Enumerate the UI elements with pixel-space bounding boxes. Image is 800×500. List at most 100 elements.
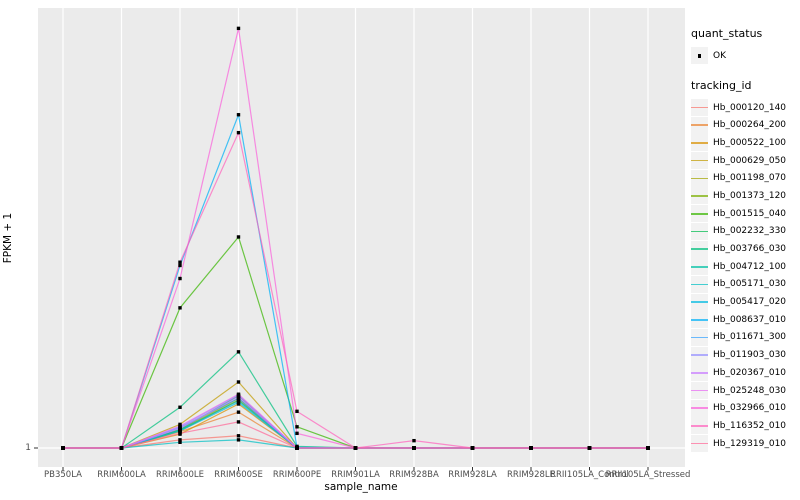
data-point bbox=[178, 429, 182, 433]
data-point bbox=[412, 446, 416, 450]
data-point bbox=[178, 276, 182, 281]
data-point bbox=[295, 446, 299, 450]
legend-item-label: Hb_011903_030 bbox=[713, 350, 787, 361]
data-point bbox=[236, 130, 241, 135]
legend-item-label: Hb_032966_010 bbox=[713, 403, 787, 414]
data-point bbox=[236, 410, 241, 414]
x-axis-tick-label: RRIM928LA bbox=[448, 470, 497, 480]
legend-item-label: Hb_008637_010 bbox=[713, 314, 787, 325]
legend-item-Hb_011671_300: Hb_011671_300 bbox=[691, 328, 799, 347]
legend-key-box bbox=[691, 275, 708, 293]
legend-line-swatch-icon bbox=[691, 336, 708, 339]
legend-item-label: Hb_020367_010 bbox=[713, 367, 787, 378]
point-marker-icon bbox=[697, 53, 702, 58]
data-point bbox=[236, 26, 241, 31]
legend-line-swatch-icon bbox=[691, 142, 708, 144]
legend-key-box bbox=[691, 258, 708, 276]
legend-item-label: Hb_005171_030 bbox=[713, 279, 787, 290]
data-point bbox=[119, 446, 124, 450]
data-point bbox=[236, 235, 241, 239]
data-point bbox=[295, 409, 299, 414]
legend-item-Hb_000522_100: Hb_000522_100 bbox=[691, 134, 799, 152]
legend-key-box bbox=[691, 346, 708, 364]
legend-item-label: Hb_002232_330 bbox=[713, 226, 787, 237]
legend-key-box bbox=[691, 399, 708, 417]
legend-item-label: Hb_116352_010 bbox=[713, 420, 787, 431]
legend-key-box bbox=[691, 134, 708, 152]
x-axis-tick-label: RRII105LA_Control bbox=[550, 470, 629, 480]
legend-item-Hb_025248_030: Hb_025248_030 bbox=[691, 382, 799, 400]
x-axis-tick-label: PB350LA bbox=[44, 470, 82, 480]
data-point bbox=[236, 392, 241, 396]
data-point bbox=[529, 446, 533, 450]
data-point bbox=[178, 260, 182, 264]
legend-item-Hb_005171_030: Hb_005171_030 bbox=[691, 275, 799, 294]
legend-item-label: Hb_003766_030 bbox=[713, 244, 787, 255]
legend-item-Hb_116352_010: Hb_116352_010 bbox=[691, 417, 799, 435]
data-point bbox=[470, 446, 475, 450]
legend-line-swatch-icon bbox=[691, 301, 708, 303]
legend-key-box bbox=[691, 417, 708, 435]
legend-item-label: Hb_025248_030 bbox=[713, 385, 787, 396]
legend-key-box bbox=[691, 152, 708, 170]
legend-key-box bbox=[691, 293, 708, 311]
legend-item-label: Hb_000264_200 bbox=[713, 120, 787, 131]
legend-item-label: Hb_001515_040 bbox=[713, 208, 787, 219]
data-point bbox=[295, 431, 299, 436]
legend-line-swatch-icon bbox=[691, 230, 708, 233]
legend-item-label: OK bbox=[713, 50, 726, 61]
legend-item-label: Hb_001373_120 bbox=[713, 190, 787, 201]
data-point bbox=[236, 350, 241, 354]
data-point bbox=[236, 438, 241, 442]
legend-item-Hb_008637_010: Hb_008637_010 bbox=[691, 311, 799, 329]
data-point bbox=[178, 426, 182, 431]
data-point bbox=[646, 446, 650, 450]
legend-key-box bbox=[691, 47, 708, 65]
legend-item-Hb_032966_010: Hb_032966_010 bbox=[691, 399, 799, 417]
legend-line-swatch-icon bbox=[691, 195, 708, 197]
legend-item-Hb_003766_030: Hb_003766_030 bbox=[691, 240, 799, 258]
legend-item-Hb_011903_030: Hb_011903_030 bbox=[691, 346, 799, 364]
legend-item-Hb_129319_010: Hb_129319_010 bbox=[691, 435, 799, 453]
legend-item-label: Hb_000120_140 bbox=[713, 102, 787, 113]
x-axis-tick-label: RRIM600LE bbox=[156, 470, 204, 480]
data-point bbox=[178, 263, 182, 268]
legend-item-Hb_020367_010: Hb_020367_010 bbox=[691, 364, 799, 382]
x-axis-tick-label: RRIM600SE bbox=[214, 470, 263, 480]
data-point bbox=[178, 405, 182, 409]
legend-line-swatch-icon bbox=[691, 389, 708, 392]
legend-line-swatch-icon bbox=[691, 407, 708, 410]
data-point bbox=[412, 438, 416, 443]
x-axis-tick-label: RRIM600LA bbox=[97, 470, 146, 480]
legend-title-tracking-id: tracking_id bbox=[691, 78, 752, 92]
legend-item-Hb_005417_020: Hb_005417_020 bbox=[691, 293, 799, 311]
x-axis-tick-label: RRIM901LA bbox=[331, 470, 380, 480]
legend-item-label: Hb_005417_020 bbox=[713, 297, 787, 308]
legend-item-Hb_000120_140: Hb_000120_140 bbox=[691, 99, 799, 117]
legend-line-swatch-icon bbox=[691, 425, 708, 427]
legend-line-swatch-icon bbox=[691, 442, 708, 445]
legend-line-swatch-icon bbox=[691, 106, 708, 109]
data-point bbox=[61, 446, 65, 450]
legend-key-box bbox=[691, 311, 708, 329]
y-axis-tick-label: 1 bbox=[25, 442, 31, 453]
legend-line-swatch-icon bbox=[691, 159, 708, 162]
legend-item-label: Hb_129319_010 bbox=[713, 438, 787, 449]
data-point bbox=[587, 446, 592, 450]
data-point bbox=[178, 438, 182, 442]
legend-key-box bbox=[691, 205, 708, 223]
legend-item-label: Hb_004712_100 bbox=[713, 261, 787, 272]
legend-key-box bbox=[691, 240, 708, 258]
data-point bbox=[178, 306, 182, 310]
legend-title-quant-status: quant_status bbox=[691, 27, 763, 40]
x-axis-tick-label: RRIM928BA bbox=[389, 470, 439, 480]
data-point bbox=[353, 446, 358, 450]
legend-item-Hb_000629_050: Hb_000629_050 bbox=[691, 152, 799, 170]
data-point bbox=[236, 394, 241, 399]
data-point bbox=[178, 431, 182, 436]
legend-line-swatch-icon bbox=[691, 248, 708, 250]
legend-item-label: Hb_001198_070 bbox=[713, 173, 787, 184]
data-point bbox=[178, 440, 182, 444]
